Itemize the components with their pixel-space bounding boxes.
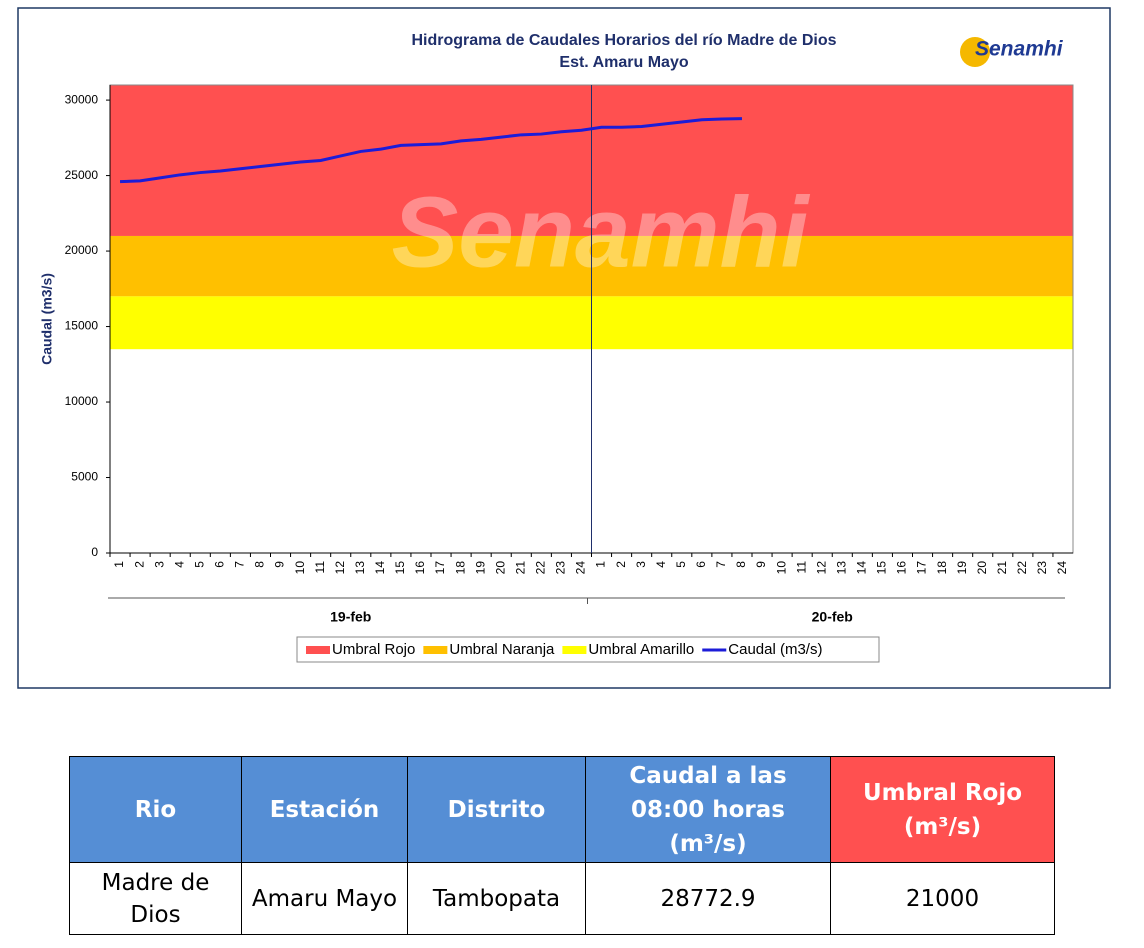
table-header: Rio Estación Distrito Caudal a las 08:00… bbox=[69, 756, 1055, 863]
y-tick-label: 0 bbox=[91, 545, 98, 559]
data-table: Rio Estación Distrito Caudal a las 08:00… bbox=[69, 756, 1055, 935]
legend-swatch bbox=[306, 646, 330, 654]
x-tick-label: 16 bbox=[895, 561, 909, 575]
legend-swatch bbox=[423, 646, 448, 654]
x-tick-label: 11 bbox=[313, 561, 327, 574]
legend: Umbral Rojo Umbral Naranja Umbral Amarillo… bbox=[296, 636, 880, 663]
legend-label: Umbral Rojo bbox=[332, 641, 415, 658]
x-tick-label: 14 bbox=[373, 561, 387, 575]
x-tick-label: 24 bbox=[574, 561, 588, 575]
x-tick-label: 16 bbox=[413, 561, 427, 575]
x-tick-label: 22 bbox=[1015, 561, 1029, 575]
data-line bbox=[119, 117, 742, 184]
x-tick-label: 9 bbox=[273, 561, 287, 568]
x-tick-label: 2 bbox=[132, 561, 146, 568]
x-tick-label: 1 bbox=[594, 561, 608, 568]
x-tick-label: 7 bbox=[233, 561, 247, 568]
x-tick-label: 9 bbox=[754, 561, 768, 568]
x-tick-label: 12 bbox=[814, 561, 828, 575]
x-tick-label: 10 bbox=[774, 561, 788, 575]
cell: 28772.9 bbox=[585, 862, 831, 935]
legend-label: Caudal (m3/s) bbox=[728, 641, 822, 658]
legend-box bbox=[296, 636, 880, 663]
header-cell: Rio bbox=[69, 756, 242, 863]
x-tick-label: 6 bbox=[213, 561, 227, 568]
chart-subtitle: Est. Amaru Mayo bbox=[559, 54, 688, 71]
x-tick-label: 1 bbox=[112, 561, 126, 568]
cell: Madre de Dios bbox=[69, 862, 242, 935]
x-tick-label: 21 bbox=[513, 561, 527, 575]
x-tick-label: 18 bbox=[453, 561, 467, 575]
x-tick-label: 19 bbox=[473, 561, 487, 575]
x-tick-label: 15 bbox=[875, 561, 889, 575]
x-tick-label: 23 bbox=[1035, 561, 1049, 575]
y-tick-label: 5000 bbox=[71, 470, 98, 484]
x-tick-label: 4 bbox=[172, 561, 186, 568]
y-tick-label: 25000 bbox=[65, 168, 99, 182]
x-tick-label: 15 bbox=[393, 561, 407, 575]
header-cell: Umbral Rojo (m³/s) bbox=[830, 756, 1055, 863]
cell: Tambopata bbox=[407, 862, 586, 935]
chart-title: Hidrograma de Caudales Horarios del río … bbox=[412, 32, 837, 49]
x-tick-label: 8 bbox=[253, 561, 267, 568]
x-tick-label: 11 bbox=[794, 561, 808, 574]
y-tick-label: 20000 bbox=[65, 243, 99, 257]
logo: Senamhi bbox=[975, 38, 1064, 61]
cell: 21000 bbox=[830, 862, 1055, 935]
x-tick-label: 12 bbox=[333, 561, 347, 575]
x-tick-label: 5 bbox=[674, 561, 688, 568]
x-tick-label: 14 bbox=[855, 561, 869, 575]
x-tick-label: 10 bbox=[293, 561, 307, 575]
x-tick-label: 20 bbox=[975, 561, 989, 575]
x-tick-label: 7 bbox=[714, 561, 728, 568]
y-axis-title: Caudal (m3/s) bbox=[39, 273, 55, 365]
table-row: Madre de Dios Amaru Mayo Tambopata 28772… bbox=[69, 862, 1055, 935]
x-tick-label: 8 bbox=[734, 561, 748, 568]
x-tick-label: 18 bbox=[935, 561, 949, 575]
header-cell: Estación bbox=[241, 756, 408, 863]
x-tick-label: 24 bbox=[1055, 561, 1069, 575]
y-tick-label: 15000 bbox=[65, 319, 99, 333]
x-tick-label: 3 bbox=[152, 561, 166, 568]
legend-label: Umbral Amarillo bbox=[588, 641, 694, 658]
x-tick-label: 4 bbox=[654, 561, 668, 568]
legend-label: Umbral Naranja bbox=[449, 641, 555, 658]
y-tick-label: 30000 bbox=[65, 92, 99, 106]
x-tick-label: 3 bbox=[634, 561, 648, 568]
logo-sun bbox=[960, 37, 990, 67]
x-tick-label: 19 bbox=[955, 561, 969, 575]
x-tick-label: 22 bbox=[534, 561, 548, 575]
x-tick-label: 17 bbox=[915, 561, 929, 575]
group-label: 19-feb bbox=[330, 609, 371, 625]
x-tick-label: 6 bbox=[694, 561, 708, 568]
cell: Amaru Mayo bbox=[241, 862, 408, 935]
y-tick-label: 10000 bbox=[65, 394, 99, 408]
group-label: 20-feb bbox=[812, 609, 853, 625]
header-cell: Distrito bbox=[407, 756, 586, 863]
x-tick-label: 2 bbox=[614, 561, 628, 568]
x-tick-label: 17 bbox=[433, 561, 447, 575]
watermark: Senamhi bbox=[392, 176, 811, 288]
x-tick-label: 20 bbox=[493, 561, 507, 575]
header-cell: Caudal a las 08:00 horas (m³/s) bbox=[585, 756, 831, 863]
x-tick-label: 23 bbox=[554, 561, 568, 575]
x-tick-label: 13 bbox=[353, 561, 367, 575]
x-tick-label: 13 bbox=[834, 561, 848, 575]
legend-swatch bbox=[562, 646, 587, 654]
x-tick-label: 5 bbox=[192, 561, 206, 568]
chart: Hidrograma de Caudales Horarios del río … bbox=[17, 7, 1111, 689]
x-tick-label: 21 bbox=[995, 561, 1009, 575]
